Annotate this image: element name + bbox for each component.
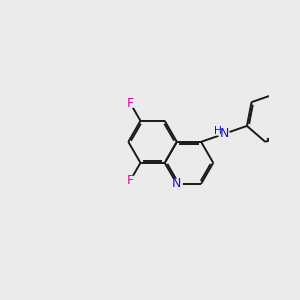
Text: N: N [219, 128, 229, 140]
Text: N: N [172, 177, 182, 190]
Ellipse shape [219, 129, 229, 139]
Ellipse shape [213, 128, 222, 135]
Text: F: F [127, 97, 134, 110]
Text: F: F [127, 174, 134, 187]
Ellipse shape [126, 176, 135, 184]
Ellipse shape [126, 99, 135, 108]
Text: H: H [214, 126, 221, 136]
Ellipse shape [172, 179, 182, 188]
